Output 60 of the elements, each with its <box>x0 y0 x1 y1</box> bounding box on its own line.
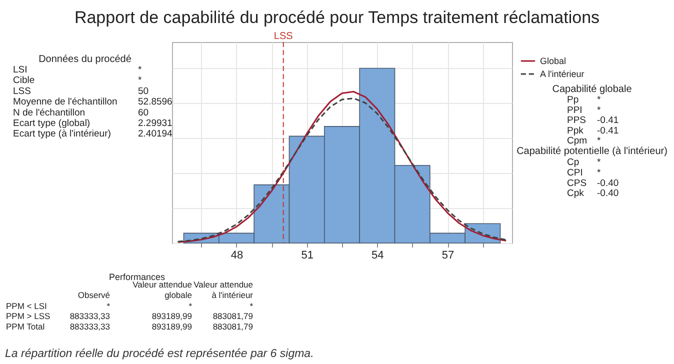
category-label: Cp <box>567 157 580 168</box>
category-label: Cible <box>13 75 35 86</box>
category-label: PPS <box>567 115 586 126</box>
text: * <box>597 104 601 116</box>
data-label: 883081,79 <box>212 311 254 322</box>
text: * <box>597 94 601 106</box>
category-label: Cpm <box>567 136 588 147</box>
data-label: * <box>188 301 193 311</box>
text: 50 <box>138 86 149 97</box>
x-tick-label: 57 <box>442 250 454 262</box>
x-tick-label: 54 <box>372 250 384 262</box>
category-label: Ppk <box>567 125 584 136</box>
text: 52.8596 <box>138 96 172 108</box>
category-label: CPS <box>567 178 587 189</box>
text: Valeur attendue à l'intérieur <box>194 279 254 300</box>
category-label: PPI <box>567 104 582 116</box>
data-label: 883081,79 <box>212 321 254 332</box>
text: -0.41 <box>597 115 619 126</box>
text: 2.40194 <box>138 128 172 140</box>
text: -0.40 <box>597 188 619 200</box>
category-label: PPM < LSI <box>6 301 47 311</box>
category-label: Ecart type (global) <box>13 118 90 129</box>
text: * <box>597 157 601 168</box>
x-tick-label: 48 <box>230 250 244 262</box>
text: Performances <box>108 272 166 282</box>
text: Données du procédé <box>38 54 132 65</box>
text: Valeur attendue globale <box>132 279 192 300</box>
text: Capabilité potentielle (à l'intérieur) <box>516 146 668 157</box>
text: * <box>138 75 142 86</box>
category-label: Pp <box>567 94 579 106</box>
chart-title: Rapport de capabilité du procédé pour Temps traitement réclamations <box>74 8 600 27</box>
text: Capabilité globale <box>552 84 632 95</box>
x-tick-label: 51 <box>301 250 314 262</box>
category-label: LSS <box>13 86 31 97</box>
legend-label: A l'intérieur <box>540 69 584 79</box>
text: La répartition réelle du procédé est représentée par 6 sigma. <box>5 348 314 360</box>
data-label: 893189,99 <box>152 311 192 322</box>
category-label: LSI <box>13 64 28 76</box>
ref-line-label: LSS <box>274 31 294 42</box>
text: -0.41 <box>597 125 619 136</box>
data-label: 883333,33 <box>70 311 110 322</box>
category-label: CPI <box>567 167 583 178</box>
text: * <box>138 64 142 76</box>
text: * <box>597 136 601 147</box>
data-label: 883333,33 <box>70 321 110 332</box>
text: * <box>597 167 601 178</box>
text: Observé <box>78 290 110 300</box>
text: 60 <box>138 107 149 118</box>
text: -0.40 <box>597 178 619 189</box>
category-label: Ecart type (à l'intérieur) <box>13 128 111 140</box>
data-label: * <box>106 301 111 311</box>
category-label: PPM Total <box>6 321 45 332</box>
data-label: * <box>250 301 254 311</box>
category-label: PPM > LSS <box>6 311 51 322</box>
category-label: Moyenne de l'échantillon <box>13 96 118 108</box>
data-label: 893189,99 <box>152 321 192 332</box>
category-label: Cpk <box>567 188 584 200</box>
category-label: N de l'échantillon <box>13 107 86 118</box>
text: 2.29931 <box>138 118 172 129</box>
legend-label: Global <box>540 56 566 66</box>
